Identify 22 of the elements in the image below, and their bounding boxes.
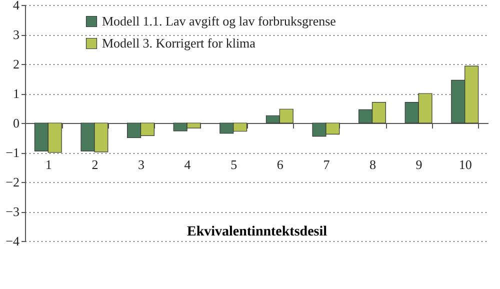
x-tick-label: 10 (458, 156, 472, 172)
x-axis-title: Ekvivalentinntektsdesil (186, 224, 328, 240)
x-tick-label: 4 (184, 156, 192, 172)
x-tick-label: 2 (92, 156, 98, 172)
y-tick-label: −2 (6, 174, 20, 190)
y-tick-label: −3 (6, 204, 20, 219)
y-tick-label: 2 (13, 56, 20, 72)
x-tick-label: 6 (276, 156, 284, 172)
y-tick-label: 0 (13, 116, 20, 130)
legend-label: Modell 1.1. Lav avgift og lav forbruksgrense (102, 14, 336, 28)
x-tick-label: 7 (323, 156, 330, 172)
x-tick-label: 5 (230, 156, 238, 172)
y-tick-label: 3 (13, 27, 20, 42)
x-tick-label: 1 (45, 156, 52, 172)
x-tick-label: 9 (416, 156, 422, 172)
x-tick-label: 3 (138, 156, 144, 172)
y-tick-label: −1 (6, 145, 20, 160)
y-tick-label: 4 (13, 0, 20, 12)
legend-label: Modell 3. Korrigert for klima (102, 36, 256, 50)
x-tick-label: 8 (370, 156, 376, 172)
y-tick-label: 1 (13, 86, 20, 101)
y-tick-label: −4 (6, 234, 20, 248)
